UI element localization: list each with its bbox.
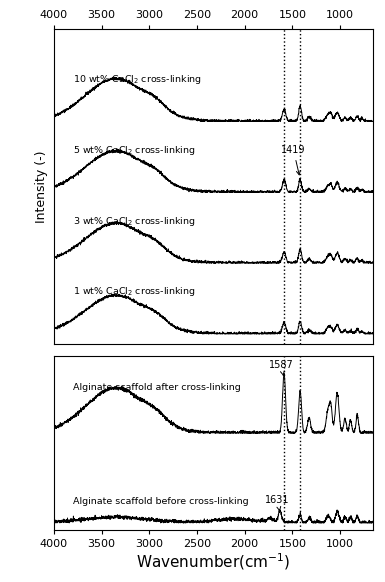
X-axis label: Wavenumber(cm$^{-1}$): Wavenumber(cm$^{-1}$) xyxy=(136,551,291,572)
Text: 1587: 1587 xyxy=(269,360,293,375)
Text: 1 wt% CaCl$_2$ cross-linking: 1 wt% CaCl$_2$ cross-linking xyxy=(73,285,196,299)
Text: 3 wt% CaCl$_2$ cross-linking: 3 wt% CaCl$_2$ cross-linking xyxy=(73,215,196,228)
Text: 10 wt% CaCl$_2$ cross-linking: 10 wt% CaCl$_2$ cross-linking xyxy=(73,73,202,86)
Text: 5 wt% CaCl$_2$ cross-linking: 5 wt% CaCl$_2$ cross-linking xyxy=(73,144,196,157)
Text: Alginate scaffold after cross-linking: Alginate scaffold after cross-linking xyxy=(73,384,241,392)
Text: 1419: 1419 xyxy=(281,145,306,175)
Y-axis label: Intensity (-): Intensity (-) xyxy=(35,150,49,223)
Text: 1631: 1631 xyxy=(265,495,290,510)
Text: Alginate scaffold before cross-linking: Alginate scaffold before cross-linking xyxy=(73,497,249,506)
